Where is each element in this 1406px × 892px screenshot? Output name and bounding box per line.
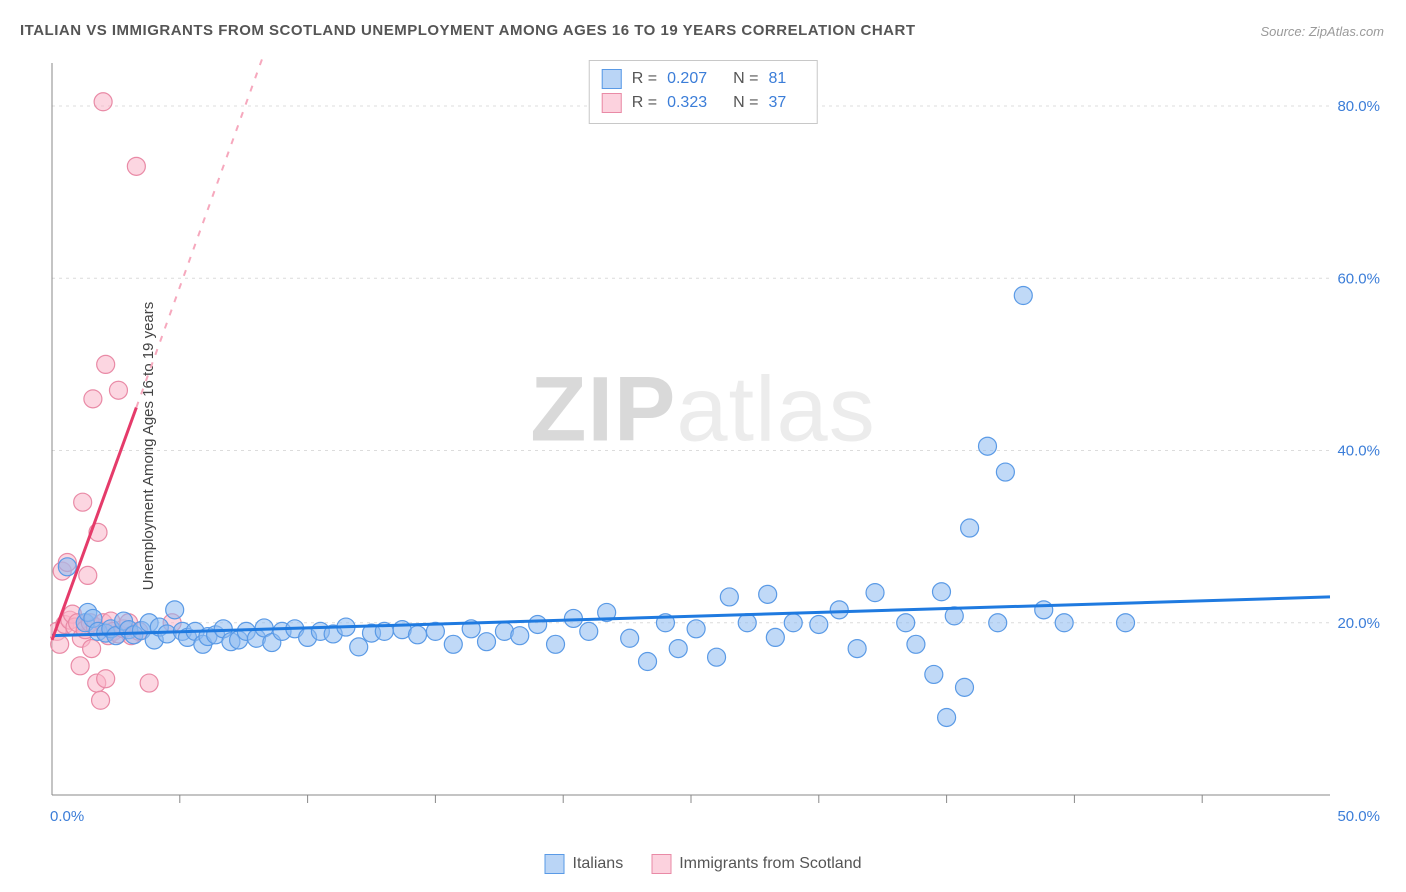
series-legend: Italians Immigrants from Scotland: [545, 854, 862, 874]
svg-text:20.0%: 20.0%: [1337, 615, 1380, 632]
svg-text:60.0%: 60.0%: [1337, 270, 1380, 287]
n-label: N =: [733, 67, 758, 91]
legend-row-italians: R = 0.207 N = 81: [602, 67, 803, 91]
legend-label: Italians: [573, 855, 624, 873]
n-value: 37: [768, 91, 786, 115]
source-attribution: Source: ZipAtlas.com: [1260, 24, 1384, 39]
legend-item-italians: Italians: [545, 854, 624, 874]
swatch-blue-icon: [545, 854, 565, 874]
legend-label: Immigrants from Scotland: [679, 855, 861, 873]
r-label: R =: [632, 67, 657, 91]
scatter-plot: 20.0% 40.0% 60.0% 80.0% 0.0% 50.0%: [50, 55, 1385, 830]
n-label: N =: [733, 91, 758, 115]
legend-row-scotland: R = 0.323 N = 37: [602, 91, 803, 115]
r-value: 0.207: [667, 67, 707, 91]
svg-text:0.0%: 0.0%: [50, 808, 84, 825]
swatch-pink-icon: [651, 854, 671, 874]
swatch-pink-icon: [602, 93, 622, 113]
r-value: 0.323: [667, 91, 707, 115]
correlation-legend: R = 0.207 N = 81 R = 0.323 N = 37: [589, 60, 818, 124]
legend-item-scotland: Immigrants from Scotland: [651, 854, 861, 874]
r-label: R =: [632, 91, 657, 115]
svg-text:40.0%: 40.0%: [1337, 443, 1380, 460]
svg-text:50.0%: 50.0%: [1337, 808, 1380, 825]
swatch-blue-icon: [602, 69, 622, 89]
n-value: 81: [768, 67, 786, 91]
svg-text:80.0%: 80.0%: [1337, 98, 1380, 115]
chart-title: ITALIAN VS IMMIGRANTS FROM SCOTLAND UNEM…: [20, 22, 915, 39]
